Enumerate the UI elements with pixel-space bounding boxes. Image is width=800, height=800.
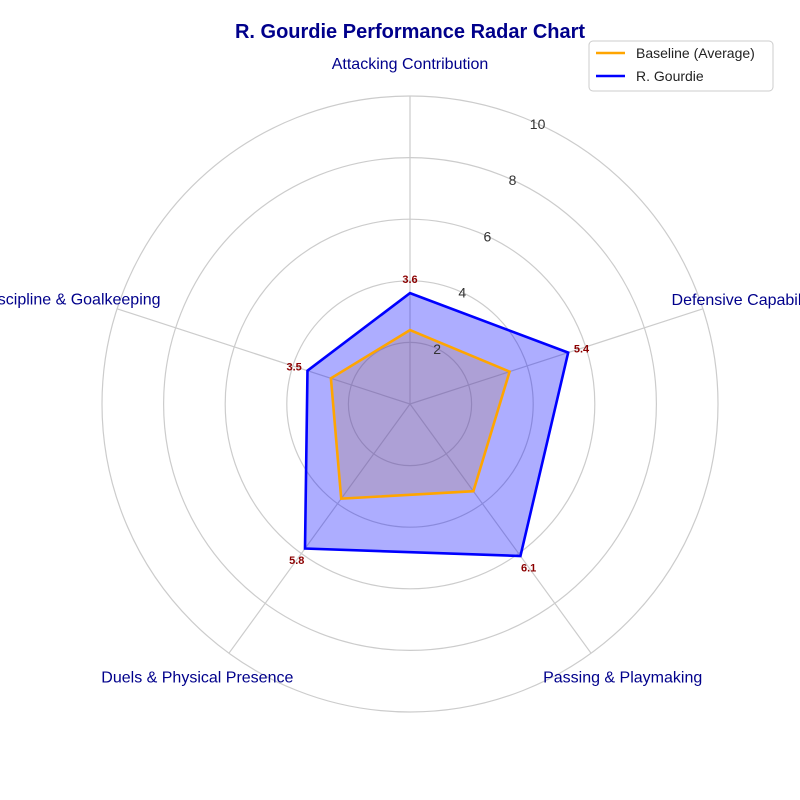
chart-title: R. Gourdie Performance Radar Chart [235, 21, 585, 43]
spoke-1 [409, 308, 704, 405]
data-label: 3.6 [402, 274, 417, 286]
data-label: 6.1 [521, 562, 536, 574]
series-layer [303, 291, 570, 558]
r-tick-label: 8 [509, 172, 517, 188]
r-tick-label: 2 [433, 341, 441, 357]
data-label: 5.4 [574, 343, 590, 355]
grid-layer [101, 95, 719, 713]
label-layer: 2 4 6 8 10 3.6 5.4 6.1 5.8 3.5 Attacking Contribut… [0, 56, 800, 686]
legend-box [588, 40, 774, 92]
category-label: Duels & Physical Presence [101, 669, 293, 686]
spoke-2 [409, 403, 592, 654]
data-label: 3.5 [287, 361, 302, 373]
category-label: Passing & Playmaking [543, 669, 702, 686]
baseline-fill [330, 330, 510, 499]
r-tick-label: 4 [458, 285, 466, 301]
r-tick-label: 6 [483, 228, 491, 244]
spoke-3 [228, 403, 411, 654]
r-tick-label: 10 [530, 116, 546, 132]
series-polygon-0 [329, 328, 512, 501]
category-label: Attacking Contribution [332, 56, 489, 73]
spoke-4 [116, 308, 411, 405]
category-label: Defensive Capability [672, 292, 800, 309]
series-polygon-1 [303, 291, 570, 558]
legend-label-1: R. Gourdie [636, 68, 704, 84]
category-label: Discipline & Goalkeeping [0, 292, 161, 309]
legend: Baseline (Average) R. Gourdie [588, 40, 774, 92]
legend-label-0: Baseline (Average) [636, 45, 755, 61]
data-label: 5.8 [289, 555, 304, 567]
